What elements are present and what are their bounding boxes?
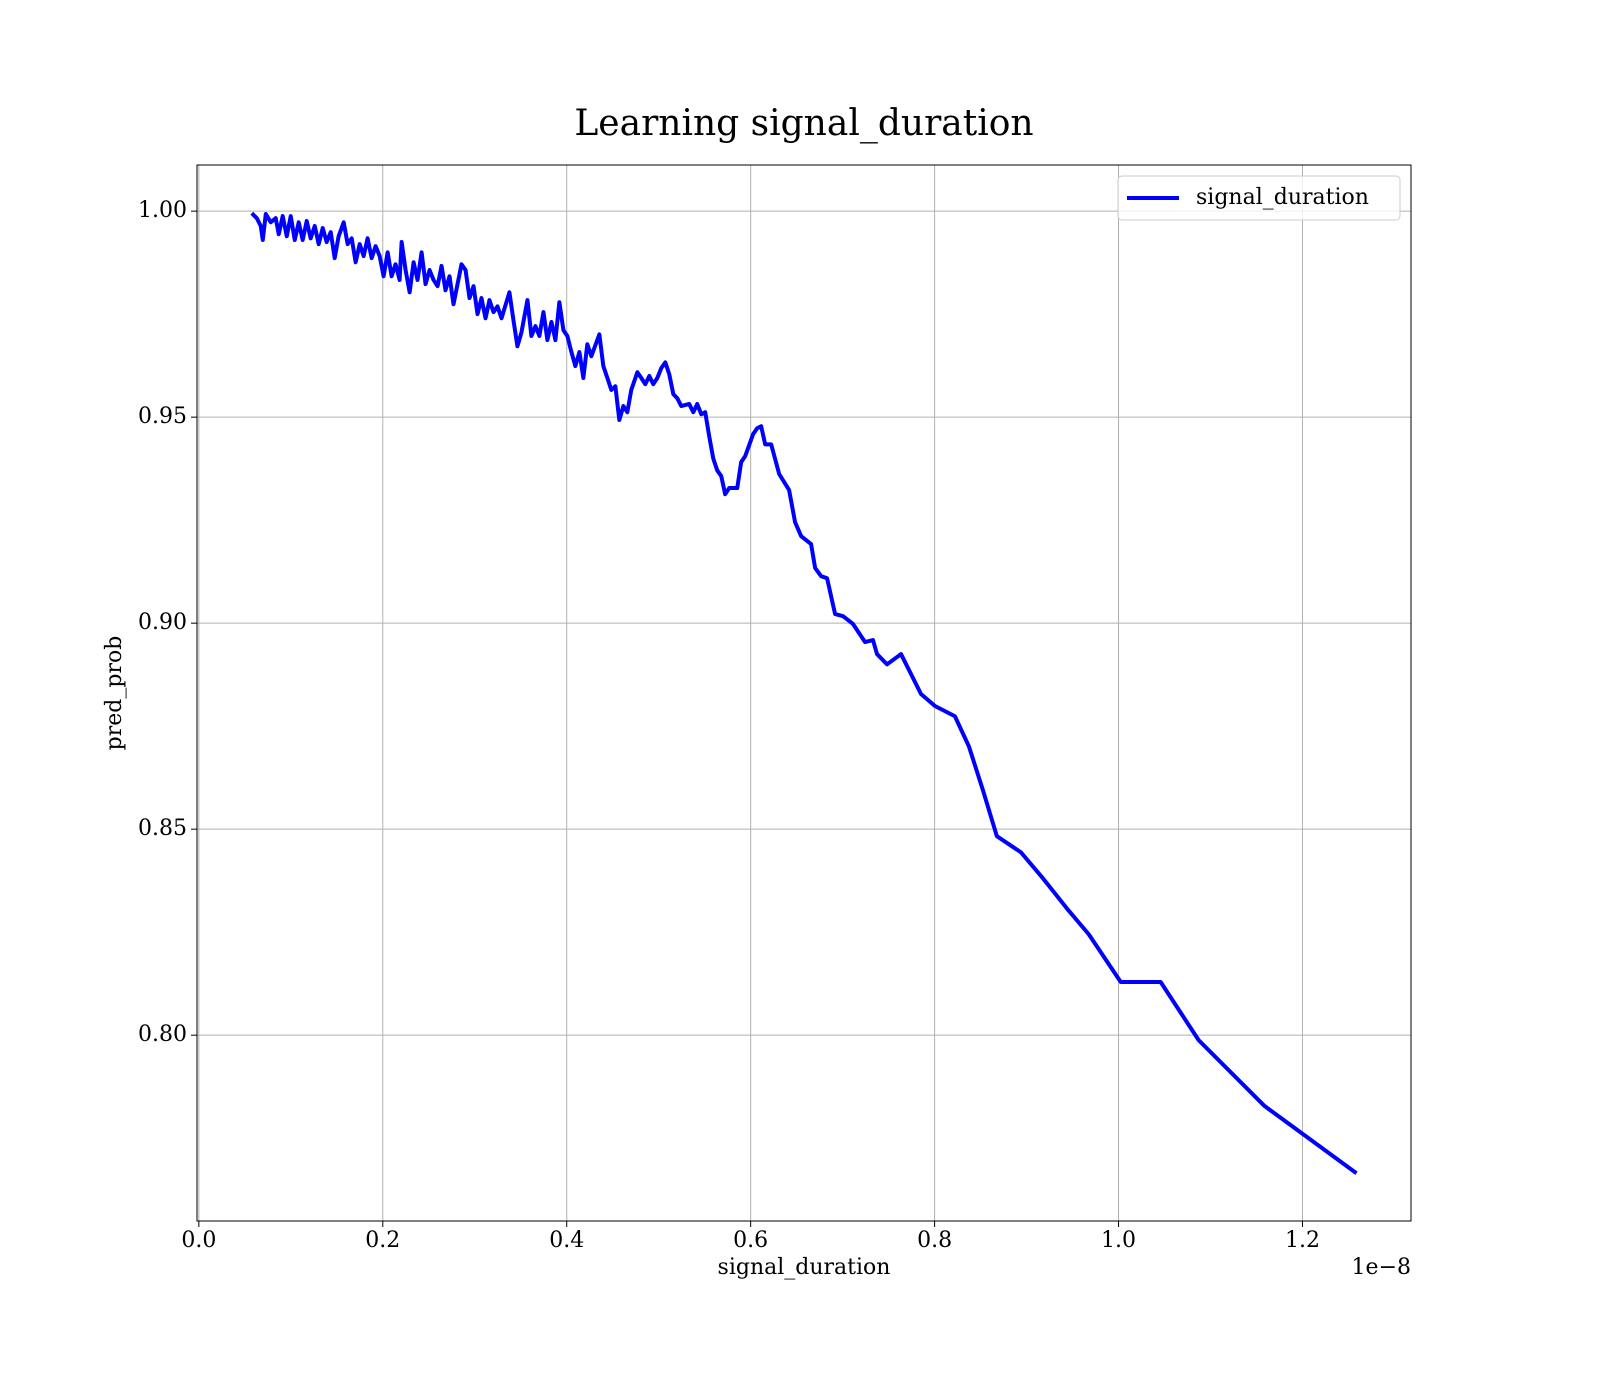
data-line: [250, 211, 1358, 1175]
x-tick-label: 0.2: [365, 1228, 400, 1253]
y-tick-label: 0.90: [138, 610, 187, 635]
x-tick-label: 0.6: [733, 1228, 768, 1253]
y-axis-label: pred_prob: [102, 636, 127, 751]
x-axis-label: signal_duration: [718, 1255, 891, 1280]
x-tick-label: 0.0: [181, 1228, 216, 1253]
chart-title: Learning signal_duration: [574, 103, 1033, 144]
y-tick-label: 0.95: [138, 404, 187, 429]
y-tick-label: 0.85: [138, 816, 187, 841]
plot-frame: [196, 164, 1412, 1222]
x-tick-label: 1.2: [1285, 1228, 1320, 1253]
x-tick-label: 0.8: [917, 1228, 952, 1253]
y-tick-label: 0.80: [138, 1022, 187, 1047]
x-offset-label: 1e−8: [1352, 1255, 1411, 1280]
x-tick-label: 0.4: [549, 1228, 584, 1253]
legend-box: [1117, 175, 1401, 221]
legend-label: signal_duration: [1196, 185, 1369, 210]
y-tick-label: 1.00: [138, 198, 187, 223]
x-tick-label: 1.0: [1101, 1228, 1136, 1253]
